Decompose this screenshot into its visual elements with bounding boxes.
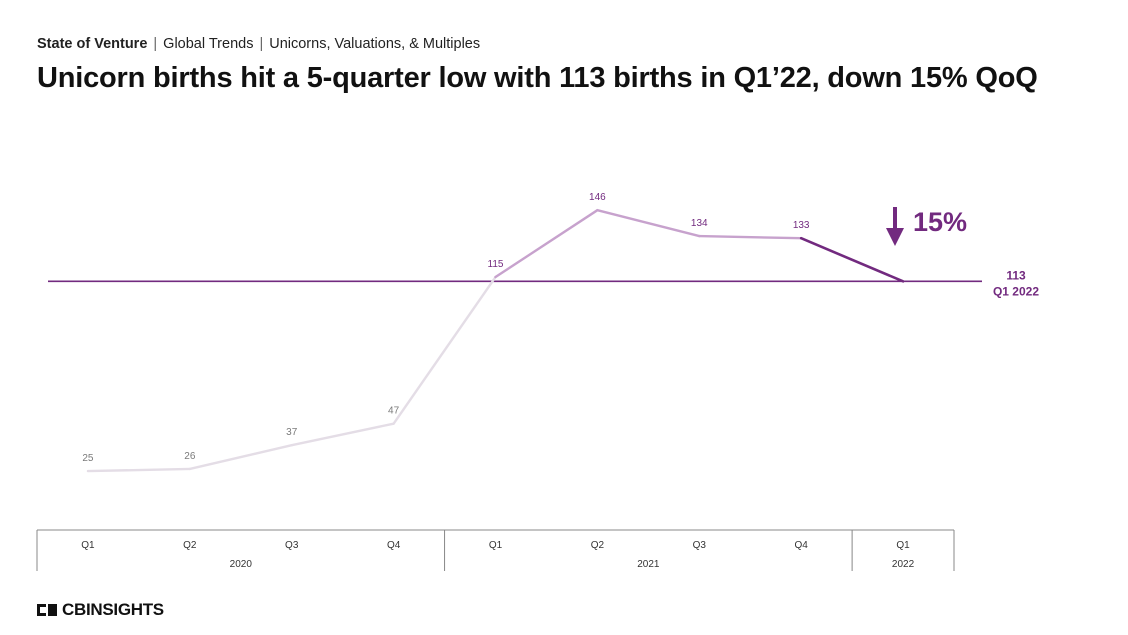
down-arrow-icon [886, 228, 904, 246]
series-line-segment [494, 208, 599, 279]
breadcrumb-sub2: Unicorns, Valuations, & Multiples [269, 36, 481, 52]
x-tick-label: Q2 [183, 540, 197, 551]
data-label: 26 [184, 451, 196, 462]
breadcrumb-separator: | [259, 36, 264, 52]
year-label: 2021 [637, 559, 660, 570]
reference-value-label: 113 [1006, 268, 1026, 282]
cb-insights-logo-text: CBINSIGHTS [62, 600, 164, 619]
page-title: Unicorn births hit a 5-quarter low with … [37, 62, 1038, 94]
x-tick-label: Q1 [81, 540, 95, 551]
breadcrumb-sub1: Global Trends [163, 36, 254, 52]
cb-insights-logo: CBINSIGHTS [37, 600, 164, 620]
year-label: 2022 [892, 559, 915, 570]
change-annotation: 15% [913, 207, 967, 237]
data-label: 47 [388, 406, 400, 417]
series-line-segment [86, 467, 192, 473]
data-label: 115 [488, 259, 504, 270]
data-label: 134 [691, 218, 708, 229]
series-line-segment [799, 236, 905, 283]
reference-period-label: Q1 2022 [993, 284, 1039, 298]
series-line-segment [596, 208, 701, 238]
x-tick-label: Q3 [285, 540, 299, 551]
series-line-segment [698, 234, 803, 240]
x-tick-label: Q2 [591, 540, 605, 551]
data-label: 146 [589, 192, 606, 203]
breadcrumb-separator: | [153, 36, 158, 52]
data-label: 37 [286, 427, 298, 438]
data-label: 25 [82, 453, 94, 464]
breadcrumb: State of Venture | Global Trends | Unicorns,… [37, 36, 480, 52]
breadcrumb-section: State of Venture [37, 36, 148, 52]
series-line-segment [290, 422, 395, 447]
cb-insights-logo-mark-icon [37, 604, 57, 616]
x-tick-label: Q4 [794, 540, 808, 551]
x-tick-label: Q1 [896, 540, 910, 551]
series-line-segment [392, 275, 497, 425]
x-tick-label: Q1 [489, 540, 503, 551]
series-line-segment [188, 444, 293, 471]
x-tick-label: Q4 [387, 540, 401, 551]
year-label: 2020 [230, 559, 253, 570]
data-label: 133 [793, 220, 810, 231]
x-tick-label: Q3 [693, 540, 707, 551]
